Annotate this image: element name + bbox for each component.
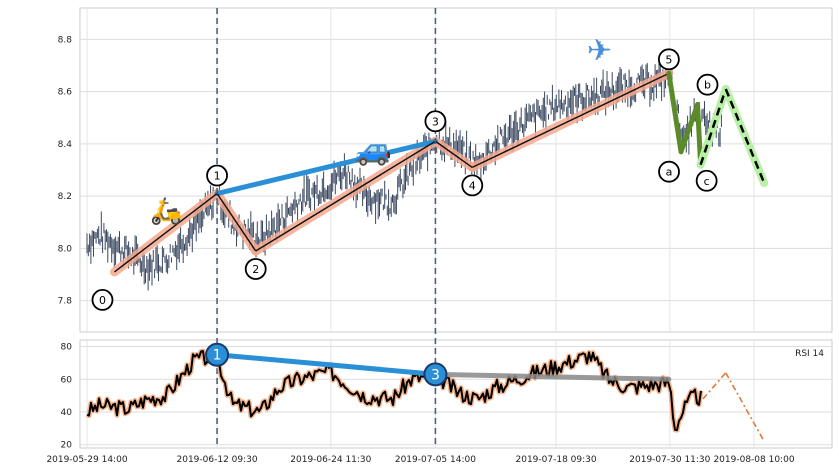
wave-label-circle <box>244 258 267 280</box>
wave-label-text: a <box>666 166 673 179</box>
price-y-tick-label: 8.4 <box>58 140 73 150</box>
wave-label-text: 0 <box>99 294 106 307</box>
price-y-tick-label: 8.8 <box>58 35 73 45</box>
rsi-projection <box>702 372 765 442</box>
rsi-divergence: 13 <box>205 342 672 387</box>
x-tick-label: 2019-06-12 09:30 <box>177 455 258 465</box>
rsi-divergence-gray <box>432 371 672 382</box>
x-ticks: 2019-05-29 14:00 2019-06-12 09:30 2019-06-… <box>46 455 794 465</box>
impulse-wave-line <box>114 192 218 273</box>
x-tick-label: 2019-05-29 14:00 <box>46 455 127 465</box>
wave-label-text: c <box>704 175 710 188</box>
corrective-wave-line <box>666 70 684 155</box>
rsi-divergence-label: 3 <box>431 367 440 383</box>
x-tick-label: 2019-07-05 14:00 <box>395 455 476 465</box>
scooter-icon: 🛵 <box>150 197 182 227</box>
wave-labels: 0 1 2 3 4 5 a b c <box>91 48 719 311</box>
chart-icons: 🛵 🚙 ✈ <box>150 33 612 226</box>
price-y-ticks: 7.8 8.0 8.2 8.4 8.6 8.8 <box>58 35 73 306</box>
blue-trend-line <box>214 138 438 197</box>
rsi-y-tick-label: 80 <box>61 343 73 353</box>
wave-label-circle <box>658 160 680 183</box>
rsi-y-tick-label: 60 <box>61 375 73 385</box>
impulse-wave-line <box>471 72 670 169</box>
x-tick-label: 2019-06-24 11:30 <box>290 455 371 465</box>
impulse-wave-line <box>435 140 473 168</box>
rsi-series <box>86 347 704 433</box>
rsi-divergence-blue <box>214 352 438 377</box>
rsi-divergence-label: 1 <box>213 348 222 364</box>
wave-label-circle <box>424 110 447 133</box>
airplane-icon: ✈ <box>587 33 612 68</box>
rsi-title: RSI 14 <box>795 349 824 359</box>
wave-label-text: 3 <box>432 115 439 128</box>
impulse-wave-line <box>255 140 436 252</box>
wave-label-text: 5 <box>665 53 672 66</box>
projection-line <box>699 88 727 166</box>
rsi-projection-line <box>725 372 765 442</box>
wave-label-circle <box>695 169 718 192</box>
projection-line <box>724 88 766 184</box>
wave-label-text: 4 <box>469 179 476 192</box>
price-y-tick-label: 8.6 <box>58 88 73 98</box>
price-y-tick-label: 8.2 <box>58 192 72 202</box>
x-tick-label: 2019-07-30 11:30 <box>629 455 710 465</box>
price-trend-line <box>214 138 438 197</box>
wave-label-circle <box>657 48 680 71</box>
rsi-y-tick-label: 40 <box>61 408 73 418</box>
rsi-y-tick-label: 20 <box>61 441 73 451</box>
wave-label-circle <box>206 164 228 187</box>
vertical-markers <box>216 8 437 448</box>
rsi-line <box>86 348 702 432</box>
wave-label-text: b <box>704 79 711 92</box>
x-tick-label: 2019-07-18 09:30 <box>516 455 597 465</box>
wave-label-circle <box>91 289 114 311</box>
impulse-wave-line <box>216 193 257 252</box>
wave-label-text: 2 <box>252 263 259 276</box>
wave-label-circle <box>696 73 719 96</box>
price-y-tick-label: 7.8 <box>58 297 73 307</box>
rsi-divergence-marker <box>423 362 448 387</box>
wave-label-text: 1 <box>214 170 221 183</box>
rsi-divergence-marker <box>205 342 230 367</box>
rsi-y-ticks: 20 40 60 80 <box>61 343 73 451</box>
x-tick-label: 2019-08-08 10:00 <box>713 455 794 465</box>
price-panel-frame <box>79 7 833 333</box>
rsi-projection-line <box>702 372 727 400</box>
corrective-wave-line <box>678 102 701 155</box>
wave-label-circle <box>461 174 484 197</box>
price-y-tick-label: 8.0 <box>58 244 73 254</box>
price-projection <box>696 85 769 188</box>
car-icon: 🚙 <box>355 133 392 168</box>
